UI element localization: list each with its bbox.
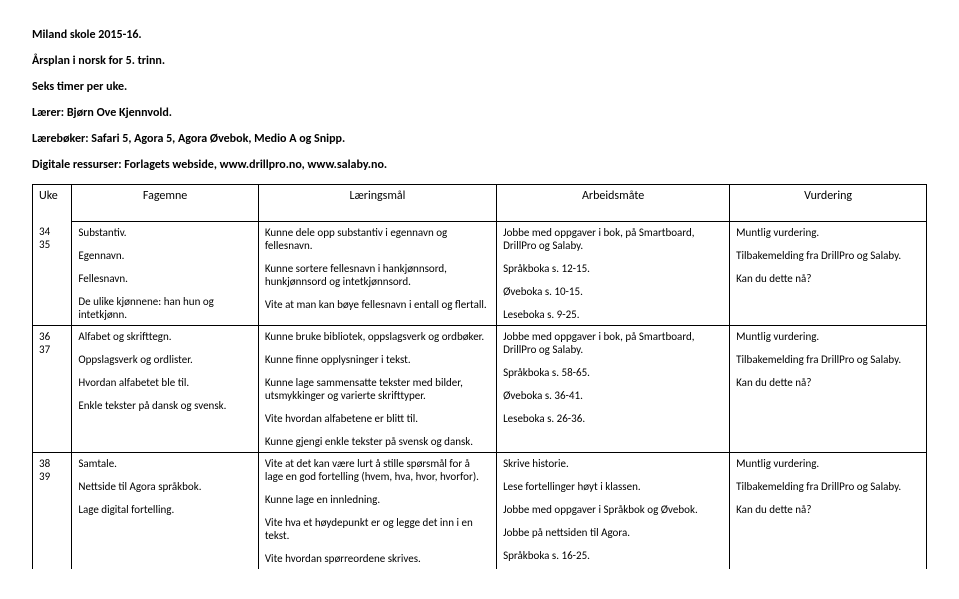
cell-vurdering: Muntlig vurdering.Tilbakemelding fra Dri…	[730, 221, 927, 325]
cell-fagemne: Substantiv.Egennavn.Fellesnavn.De ulike …	[72, 221, 258, 325]
header-textbooks: Lærebøker: Safari 5, Agora 5, Agora Øveb…	[32, 132, 927, 146]
cell-uke: 3637	[33, 325, 72, 452]
document-header: Miland skole 2015-16. Årsplan i norsk fo…	[32, 28, 927, 172]
cell-laringsmal: Kunne bruke bibliotek, oppslagsverk og o…	[258, 325, 496, 452]
cell-laringsmal: Vite at det kan være lurt å stille spørs…	[258, 452, 496, 569]
cell-fagemne: Alfabet og skrifttegn.Oppslagsverk og or…	[72, 325, 258, 452]
col-vurdering: Vurdering	[730, 185, 927, 208]
curriculum-table: Uke Fagemne Læringsmål Arbeidsmåte Vurde…	[32, 184, 927, 569]
cell-uke: 3435	[33, 221, 72, 325]
header-resources: Digitale ressurser: Forlagets webside, w…	[32, 158, 927, 172]
col-uke: Uke	[33, 185, 72, 208]
table-row: 3435Substantiv.Egennavn.Fellesnavn.De ul…	[33, 221, 927, 325]
header-teacher: Lærer: Bjørn Ove Kjennvold.	[32, 106, 927, 120]
table-row: 3637Alfabet og skrifttegn.Oppslagsverk o…	[33, 325, 927, 452]
header-plan: Årsplan i norsk for 5. trinn.	[32, 54, 927, 68]
col-arbeidsmate: Arbeidsmåte	[497, 185, 730, 208]
cell-arbeidsmate: Jobbe med oppgaver i bok, på Smartboard,…	[497, 325, 730, 452]
cell-vurdering: Muntlig vurdering.Tilbakemelding fra Dri…	[730, 452, 927, 569]
table-row: 3839Samtale.Nettside til Agora språkbok.…	[33, 452, 927, 569]
cell-vurdering: Muntlig vurdering.Tilbakemelding fra Dri…	[730, 325, 927, 452]
table-header-row: Uke Fagemne Læringsmål Arbeidsmåte Vurde…	[33, 185, 927, 208]
cell-arbeidsmate: Jobbe med oppgaver i bok, på Smartboard,…	[497, 221, 730, 325]
col-laringsmal: Læringsmål	[258, 185, 496, 208]
header-school: Miland skole 2015-16.	[32, 28, 927, 42]
cell-arbeidsmate: Skrive historie.Lese fortellinger høyt i…	[497, 452, 730, 569]
cell-uke: 3839	[33, 452, 72, 569]
header-hours: Seks timer per uke.	[32, 80, 927, 94]
cell-laringsmal: Kunne dele opp substantiv i egennavn og …	[258, 221, 496, 325]
cell-fagemne: Samtale.Nettside til Agora språkbok.Lage…	[72, 452, 258, 569]
col-fagemne: Fagemne	[72, 185, 258, 208]
